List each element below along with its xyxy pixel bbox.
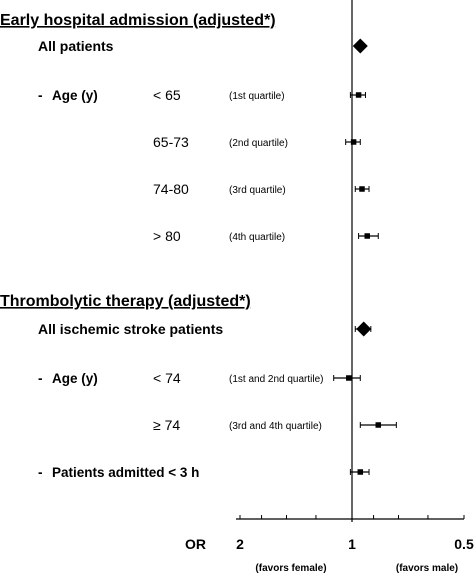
tick-label: 0.5 [454, 536, 474, 552]
group-label: All patients [38, 38, 114, 54]
category-label: 74-80 [153, 181, 189, 197]
group-dash: - [38, 465, 43, 480]
or-square [359, 186, 365, 192]
tick-label: 1 [348, 536, 356, 552]
group-label: Patients admitted < 3 h [52, 465, 199, 480]
or-square [355, 92, 362, 98]
quartile-note: (1st and 2nd quartile) [229, 374, 324, 385]
group-dash: - [38, 371, 43, 386]
section-title: Early hospital admission (adjusted*) [0, 12, 276, 29]
group-dash: - [38, 88, 43, 103]
category-label: 65-73 [153, 134, 189, 150]
or-square [350, 139, 357, 145]
tick-label: 2 [236, 536, 244, 552]
or-diamond [352, 38, 368, 54]
category-label: ≥ 74 [153, 417, 180, 433]
group-label: Age (y) [52, 88, 98, 103]
category-label: < 74 [153, 370, 181, 386]
or-square [346, 375, 352, 381]
group-label: Age (y) [52, 371, 98, 386]
favors-female-note: (favors female) [255, 563, 326, 573]
quartile-note: (3rd quartile) [229, 185, 286, 196]
section-title: Thrombolytic therapy (adjusted*) [0, 293, 251, 310]
category-label: < 65 [153, 87, 181, 103]
group-label: All ischemic stroke patients [38, 321, 223, 337]
favors-male-note: (favors male) [396, 563, 458, 573]
or-diamond [356, 321, 372, 337]
axis-label: OR [185, 536, 206, 552]
quartile-note: (2nd quartile) [229, 138, 288, 149]
quartile-note: (1st quartile) [229, 91, 285, 102]
quartile-note: (3rd and 4th quartile) [229, 421, 322, 432]
category-label: > 80 [153, 228, 181, 244]
quartile-note: (4th quartile) [229, 232, 285, 243]
or-square [357, 469, 364, 475]
or-square [364, 233, 370, 239]
or-square [375, 422, 382, 428]
